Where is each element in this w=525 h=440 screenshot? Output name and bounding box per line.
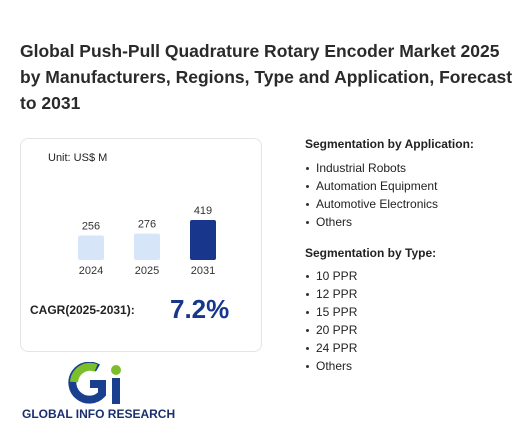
bar	[190, 220, 216, 260]
list-item: 12 PPR	[305, 285, 357, 303]
logo-mark	[68, 362, 121, 404]
application-heading: Segmentation by Application:	[305, 137, 474, 151]
value-label: 276	[138, 219, 156, 231]
x-tick-label: 2025	[135, 265, 159, 277]
bar	[134, 233, 160, 260]
cagr-value: 7.2%	[170, 294, 230, 324]
list-item: Industrial Robots	[305, 159, 438, 177]
type-heading: Segmentation by Type:	[305, 246, 437, 260]
chart-panel	[20, 138, 262, 352]
bar-chart: 256 2024 276 2025 419 2031	[78, 205, 216, 277]
logo-dot	[111, 365, 121, 375]
value-label: 419	[194, 205, 212, 217]
title: Global Push-Pull Quadrature Rotary Encod…	[20, 41, 513, 113]
application-list: Industrial Robots Automation Equipment Aut…	[305, 159, 438, 231]
list-item: Others	[305, 357, 357, 375]
list-item: Automotive Electronics	[305, 195, 438, 213]
logo-arc	[70, 362, 98, 383]
x-tick-label: 2031	[191, 265, 215, 277]
list-item: 24 PPR	[305, 339, 357, 357]
list-item: 20 PPR	[305, 321, 357, 339]
cagr-label: CAGR(2025-2031):	[30, 303, 135, 317]
list-item: 10 PPR	[305, 267, 357, 285]
list-item: Automation Equipment	[305, 177, 438, 195]
list-item: Others	[305, 213, 438, 231]
list-item: 15 PPR	[305, 303, 357, 321]
logo-i	[112, 378, 120, 404]
logo-text: GLOBAL INFO RESEARCH	[22, 407, 176, 421]
bar	[78, 235, 104, 260]
value-label: 256	[82, 221, 100, 233]
unit-label: Unit: US$ M	[48, 152, 108, 164]
type-list: 10 PPR 12 PPR 15 PPR 20 PPR 24 PPR Others	[305, 267, 357, 375]
x-tick-label: 2024	[79, 265, 103, 277]
